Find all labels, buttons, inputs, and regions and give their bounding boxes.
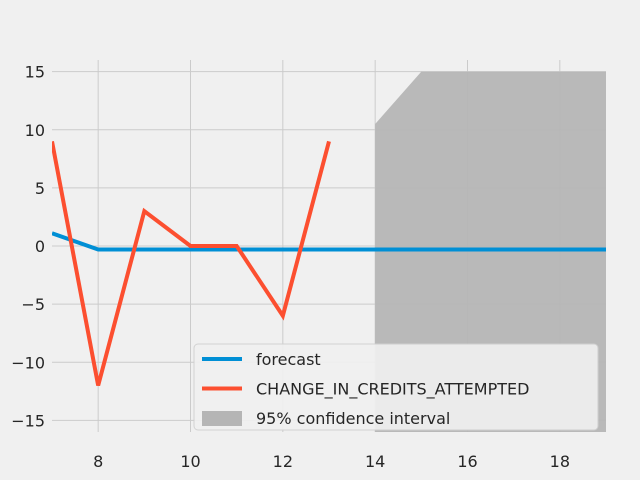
series-line-actual <box>52 140 331 387</box>
legend-swatch-patch <box>202 411 242 426</box>
legend-box <box>193 343 599 431</box>
y-tick-label: −5 <box>21 295 45 314</box>
x-tick-label: 12 <box>273 452 293 471</box>
legend: forecast CHANGE_IN_CREDITS_ATTEMPTED 95% c… <box>193 343 599 431</box>
y-tick-label: −10 <box>11 353 45 372</box>
y-tick-label: −15 <box>11 411 45 430</box>
x-tick-label: 10 <box>180 452 200 471</box>
y-axis: −15 −10 −5 0 5 10 15 <box>11 63 45 431</box>
x-tick-label: 8 <box>93 452 103 471</box>
y-tick-label: 5 <box>35 179 45 198</box>
x-tick-label: 18 <box>550 452 570 471</box>
y-tick-label: 0 <box>35 237 45 256</box>
series-line-forecast <box>52 231 606 252</box>
legend-label: 95% confidence interval <box>256 409 450 428</box>
y-tick-label: 10 <box>25 121 45 140</box>
x-tick-label: 14 <box>365 452 385 471</box>
x-tick-label: 16 <box>457 452 477 471</box>
confidence-interval-band <box>375 71 606 432</box>
confidence-band-layer <box>375 71 606 432</box>
x-axis: 8 10 12 14 16 18 <box>93 452 570 471</box>
legend-label: CHANGE_IN_CREDITS_ATTEMPTED <box>256 380 529 400</box>
y-tick-label: 15 <box>25 63 45 82</box>
legend-label: forecast <box>256 350 321 369</box>
series-layer <box>52 140 606 387</box>
